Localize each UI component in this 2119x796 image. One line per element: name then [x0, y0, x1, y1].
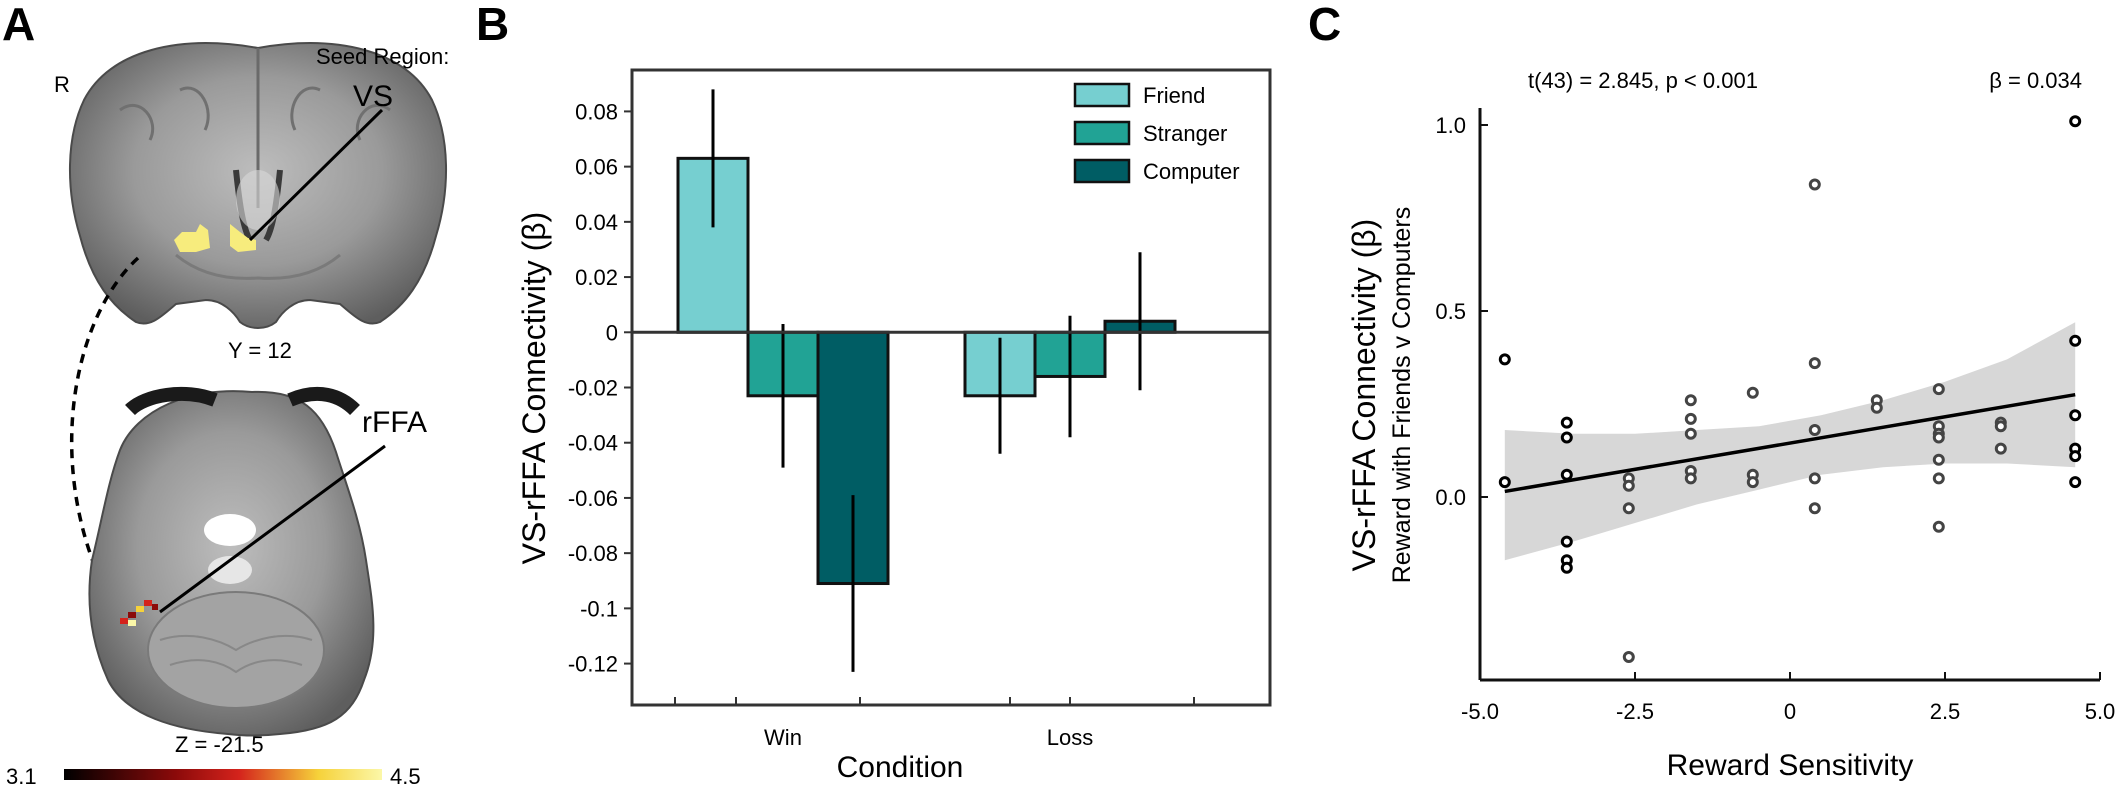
legend-label-friend: Friend	[1143, 83, 1205, 108]
bar-chart: 0.08 0.06 0.04 0.02 0 -0.02 -0.04 -0.06 -0.08 -0.…	[516, 68, 1272, 784]
data-point	[1560, 535, 1573, 548]
panel-c: C t(43) = 2.845, p < 0.001 β = 0.034 0.0…	[1308, 0, 2115, 782]
coronal-slice-label: Y = 12	[228, 338, 292, 363]
data-point	[2069, 450, 2082, 463]
data-point	[1746, 476, 1759, 489]
data-point	[1684, 394, 1697, 407]
data-point	[1870, 401, 1883, 414]
y-tick-label: -0.02	[568, 376, 618, 401]
data-point	[1560, 468, 1573, 481]
x-axis-title: Reward Sensitivity	[1667, 749, 1914, 782]
colorbar	[64, 769, 382, 780]
y-axis-title: VS-rFFA Connectivity (β)	[516, 212, 552, 565]
data-point	[1808, 357, 1821, 370]
scatter-chart: 0.0 0.5 1.0 -5.0 -2.5 0 2.5 5.0 Reward Sensitivi…	[1346, 108, 2115, 782]
legend-label-computer: Computer	[1143, 159, 1240, 184]
y-tick-label: -0.1	[580, 596, 618, 621]
panel-b-letter: B	[476, 0, 509, 50]
beta-annotation: β = 0.034	[1989, 68, 2082, 93]
data-point	[1560, 561, 1573, 574]
y-axis-title: VS-rFFA Connectivity (β)	[1346, 219, 1382, 572]
data-point	[2069, 409, 2082, 422]
axial-brain-image	[88, 386, 375, 737]
data-point	[1932, 520, 1945, 533]
regression-line	[1504, 392, 2076, 494]
x-category-label: Loss	[1047, 725, 1093, 750]
y-tick-label: -0.04	[568, 431, 618, 456]
colorbar-min-label: 3.1	[6, 764, 37, 789]
data-point	[1808, 424, 1821, 436]
target-pointer-line	[159, 444, 386, 614]
data-point	[1746, 386, 1759, 399]
data-point	[1808, 178, 1821, 191]
x-category-label: Win	[764, 725, 802, 750]
data-point	[1808, 472, 1821, 485]
data-point	[1684, 427, 1697, 440]
data-point	[1994, 442, 2007, 455]
target-region-label: rFFA	[362, 406, 427, 439]
x-tick-label: 0	[1784, 699, 1796, 724]
axial-slice-label: Z = -21.5	[175, 732, 264, 757]
x-tick-label: 2.5	[1930, 699, 1961, 724]
x-tick-label: -2.5	[1616, 699, 1654, 724]
y-tick-label: 0	[606, 320, 618, 345]
data-point	[1560, 416, 1573, 429]
data-point	[2069, 476, 2082, 489]
y-tick-label: -0.12	[568, 652, 618, 677]
data-point	[1932, 383, 1945, 396]
colorbar-max-label: 4.5	[390, 764, 421, 789]
seed-region-name: VS	[353, 80, 393, 113]
y-axis-subtitle: Reward with Friends v Computers	[1388, 207, 1416, 584]
confidence-band	[1504, 322, 2076, 561]
data-point	[1622, 502, 1635, 515]
x-axis-title: Condition	[837, 751, 964, 784]
data-point	[2069, 334, 2082, 347]
coronal-brain-image	[69, 42, 447, 329]
data-point	[1622, 651, 1635, 663]
y-tick-label: 0.04	[575, 210, 618, 235]
orientation-label: R	[54, 72, 70, 97]
data-point	[1932, 453, 1945, 466]
panel-a: A R Seed Region: VS Y = 12	[2, 0, 449, 789]
data-point	[1684, 472, 1697, 485]
y-tick-label: 0.06	[575, 155, 618, 180]
panel-b: B 0.08 0.06 0.04 0.02 0 -0.02 -0.04 -0.06 -0.08 -…	[476, 0, 1272, 784]
data-point	[1622, 479, 1635, 492]
data-point	[1932, 472, 1945, 485]
data-point	[1498, 476, 1511, 489]
y-tick-label: 0.0	[1435, 485, 1466, 510]
data-point	[1498, 353, 1511, 366]
seed-region-label: Seed Region:	[316, 44, 449, 69]
seed-pointer-line	[248, 108, 384, 242]
stat-annotation: t(43) = 2.845, p < 0.001	[1528, 68, 1758, 93]
y-tick-label: 0.02	[575, 265, 618, 290]
data-point	[1684, 412, 1697, 425]
data-point	[2069, 115, 2082, 128]
data-point	[1932, 431, 1945, 444]
x-tick-label: -5.0	[1461, 699, 1499, 724]
legend-label-stranger: Stranger	[1143, 121, 1227, 146]
y-tick-label: -0.06	[568, 486, 618, 511]
y-tick-label: 1.0	[1435, 113, 1466, 138]
data-point	[1994, 420, 2007, 433]
y-tick-label: 0.5	[1435, 299, 1466, 324]
data-point	[1808, 502, 1821, 515]
legend-swatch-computer	[1073, 158, 1131, 184]
panel-a-letter: A	[2, 0, 35, 50]
data-point	[1560, 431, 1573, 444]
x-tick-label: 5.0	[2085, 699, 2116, 724]
y-tick-label: -0.08	[568, 541, 618, 566]
legend-swatch-stranger	[1073, 120, 1131, 146]
panel-c-letter: C	[1308, 0, 1341, 50]
legend-swatch-friend	[1073, 82, 1131, 108]
y-tick-label: 0.08	[575, 99, 618, 124]
